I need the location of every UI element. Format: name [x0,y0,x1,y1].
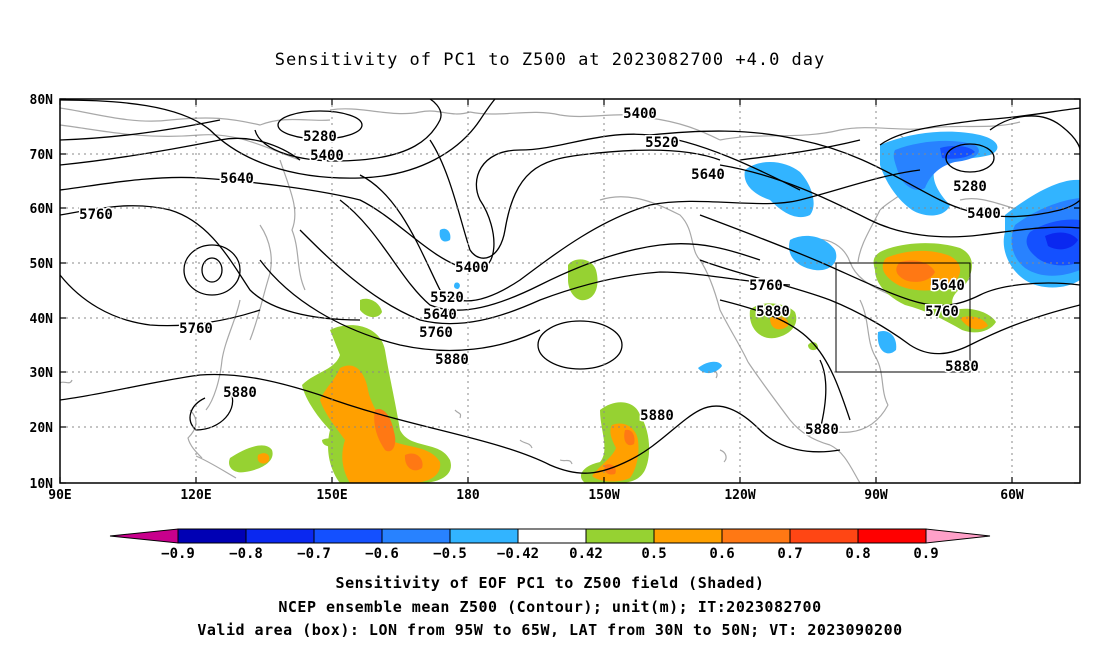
contour-label: 5640 [423,307,457,323]
lat-tick-label: 80N [30,93,54,108]
lat-tick-label: 30N [30,366,54,381]
contour-label: 5280 [303,129,337,145]
colorbar-label: −0.6 [365,546,399,562]
colorbar-swatch [857,528,927,544]
contour-label: 5400 [623,106,657,122]
colorbar-low-extend [109,528,179,544]
contour-label: 5760 [925,304,959,320]
contour-label: 5880 [805,422,839,438]
contour-label: 5400 [967,206,1001,222]
lon-tick-label: 90W [864,488,888,503]
contour-label: 5880 [223,385,257,401]
colorbar-label: −0.5 [433,546,467,562]
contour-label: 5880 [945,359,979,375]
colorbar-label: −0.9 [161,546,195,562]
colorbar-swatch [177,528,247,544]
graticule [60,99,1080,483]
contour-label: 5880 [435,352,469,368]
contour-label: 5640 [931,278,965,294]
contour-label: 5400 [310,148,344,164]
colorbar-label: −0.8 [229,546,263,562]
colorbar [109,528,991,544]
sensitivity-shading [229,131,1080,483]
lon-tick-label: 150W [588,488,619,503]
colorbar-label: −0.7 [297,546,331,562]
colorbar-label: 0.7 [777,546,802,562]
caption-contour: NCEP ensemble mean Z500 (Contour); unit(… [278,598,822,616]
colorbar-label: 0.42 [569,546,603,562]
colorbar-label: 0.6 [709,546,734,562]
colorbar-swatch [313,528,383,544]
colorbar-swatch [653,528,723,544]
plot-frame [59,98,1081,484]
contour-label: 5880 [756,304,790,320]
page-title: Sensitivity of PC1 to Z500 at 2023082700… [274,50,826,70]
lon-tick-label: 120E [180,488,211,503]
colorbar-swatch [585,528,655,544]
valid-area-box [835,262,971,373]
colorbar-swatch [449,528,519,544]
lon-tick-labels: 90E 120E 150E 180 150W 120W 90W 60W [48,488,1024,503]
colorbar-label: 0.5 [641,546,666,562]
lon-tick-label: 90E [48,488,71,503]
contour-label: 5520 [430,290,464,306]
lon-tick-label: 180 [456,488,480,503]
lon-tick-label: 60W [1000,488,1024,503]
colorbar-high-extend [925,528,991,544]
lat-tick-label: 70N [30,148,54,163]
lat-tick-label: 10N [30,477,54,492]
contour-label: 5520 [645,135,679,151]
contour-label: 5880 [640,408,674,424]
coastlines [60,107,1080,483]
colorbar-swatch [789,528,859,544]
colorbar-swatch [517,528,587,544]
contour-label: 5640 [691,167,725,183]
lon-tick-label: 150E [316,488,347,503]
lat-tick-labels: 80N 70N 60N 50N 40N 30N 20N 10N [30,93,54,492]
colorbar-labels: −0.9 −0.8 −0.7 −0.6 −0.5 −0.42 0.42 0.5 0.6 0.7 0.… [161,546,939,562]
colorbar-label: 0.8 [845,546,870,562]
colorbar-swatch [245,528,315,544]
contour-label: 5760 [79,207,113,223]
colorbar-swatch [721,528,791,544]
contour-label: 5760 [419,325,453,341]
z500-contours [60,99,1080,474]
contour-label: 5280 [953,179,987,195]
colorbar-swatch [381,528,451,544]
contour-label: 5760 [179,321,213,337]
contour-label: 5640 [220,171,254,187]
contour-label: 5760 [749,278,783,294]
lat-tick-label: 50N [30,257,54,272]
caption-valid-area: Valid area (box): LON from 95W to 65W, L… [197,621,903,639]
lon-tick-label: 120W [724,488,755,503]
lat-tick-label: 60N [30,202,54,217]
colorbar-label: −0.42 [497,546,539,562]
caption-shaded: Sensitivity of EOF PC1 to Z500 field (Sh… [335,574,765,592]
colorbar-label: 0.9 [913,546,938,562]
lat-tick-label: 40N [30,312,54,327]
lat-tick-label: 20N [30,421,54,436]
contour-label: 5400 [455,260,489,276]
